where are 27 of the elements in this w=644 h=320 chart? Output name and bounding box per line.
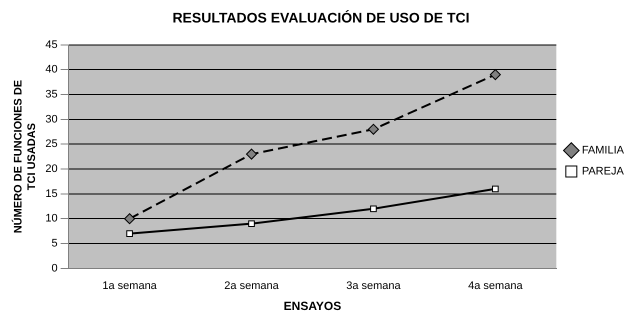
y-tick-label: 0 — [52, 262, 58, 274]
y-tick-label: 35 — [45, 88, 58, 101]
point — [246, 148, 258, 160]
y-axis-title: NÚMERO DE FUNCIONES DE TCI USADAS — [12, 80, 38, 234]
x-tick-label: 1a semana — [102, 280, 158, 292]
point — [492, 186, 499, 192]
point — [370, 205, 377, 212]
x-tick-label: 2a semana — [224, 280, 280, 292]
y-tick-label: 10 — [45, 212, 58, 225]
x-axis-title: ENSAYOS — [284, 299, 342, 314]
chart-title: RESULTADOS EVALUACIÓN DE USO DE TCI — [172, 9, 470, 26]
legend-label: FAMILIA — [582, 144, 625, 157]
x-tick-label: 4a semana — [468, 280, 524, 292]
y-tick-label: 40 — [45, 64, 58, 76]
y-tick-label: 15 — [45, 188, 58, 200]
legend-label: PAREJA — [582, 166, 624, 178]
y-tick-label: 25 — [45, 138, 58, 150]
y-tick-label: 20 — [45, 163, 58, 176]
y-tick-label: 30 — [45, 113, 58, 126]
point — [248, 220, 255, 228]
x-tick-label: 3a semana — [346, 280, 402, 292]
point — [490, 69, 501, 80]
point — [368, 124, 379, 135]
y-tick-label: 5 — [52, 238, 58, 250]
point — [124, 213, 136, 224]
point — [126, 230, 133, 237]
y-tick-label: 45 — [45, 38, 58, 51]
